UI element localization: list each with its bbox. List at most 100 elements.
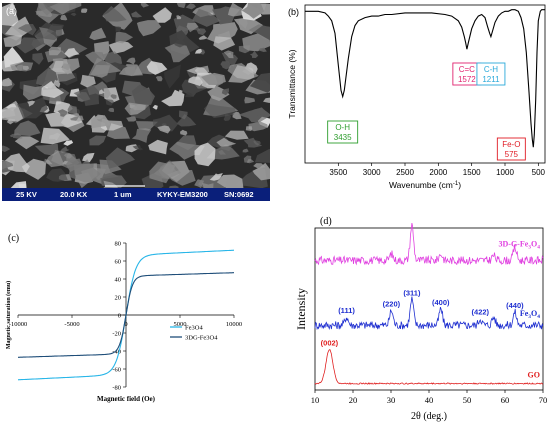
- xrd-peak-label: (220): [383, 300, 401, 309]
- ftir-annotation-value: 3435: [334, 133, 352, 142]
- sem-flake: [174, 39, 185, 48]
- sem-scale: 1 um: [114, 190, 132, 199]
- vsm-x-tick-label: 10000: [226, 321, 242, 328]
- sem-flake: [108, 41, 134, 54]
- ftir-plot-frame: [304, 4, 546, 164]
- sem-flake: [157, 125, 171, 134]
- sem-flake: [177, 89, 183, 94]
- xrd-series-line-1: [314, 296, 544, 331]
- sem-flake: [176, 114, 197, 127]
- sem-flake: [213, 36, 236, 51]
- sem-flake: [32, 52, 44, 65]
- xrd-peak-label: (311): [403, 288, 421, 297]
- sem-flake: [80, 74, 96, 88]
- xrd-peak-label: (002): [321, 339, 339, 348]
- xrd-peak-label: (400): [432, 298, 450, 307]
- sem-flake: [169, 141, 205, 160]
- sem-flake: [3, 35, 23, 47]
- ftir-annotation-value: 575: [505, 150, 519, 159]
- sem-flake: [110, 94, 117, 99]
- vsm-legend-label: Fe3O4: [185, 325, 203, 332]
- ftir-x-axis-label: Wavenumbe (cm-1): [389, 180, 461, 190]
- vsm-chart: (c)-10000 -5000 0 5000 10000-80-60-40-200204…: [5, 233, 242, 403]
- sem-flake: [131, 128, 152, 143]
- sem-flake: [131, 84, 155, 106]
- xrd-chart: (d) 10 20 30 40 50 60 70 2θ (deg.) Intensity 3D-G-…: [294, 216, 547, 422]
- sem-flake: [132, 145, 144, 151]
- xrd-x-tick-label: 30: [387, 395, 396, 405]
- sem-flake: [252, 162, 270, 181]
- sem-flake: [198, 35, 208, 40]
- sem-flake: [37, 3, 62, 16]
- vsm-y-tick-label: 0: [118, 313, 121, 320]
- vsm-y-tick-label: 20: [115, 295, 122, 302]
- ftir-x-tick-label: 1000: [496, 168, 514, 177]
- vsm-y-tick-label: 80: [115, 241, 122, 248]
- sem-flake: [60, 146, 70, 154]
- sem-flake: [5, 153, 30, 173]
- sem-flakes: [2, 3, 270, 197]
- vsm-y-tick-label: 60: [115, 259, 122, 266]
- vsm-x-tick-label: -5000: [64, 321, 79, 328]
- sem-flake: [91, 115, 112, 129]
- sem-flake: [167, 170, 196, 186]
- xrd-x-tick-label: 10: [311, 395, 320, 405]
- sem-flake: [152, 7, 172, 23]
- xrd-peak-label: (111): [338, 306, 355, 315]
- sem-flake: [135, 121, 158, 131]
- sem-flake: [216, 174, 244, 190]
- ftir-annotation-value: 1211: [482, 75, 500, 84]
- sem-flake: [14, 120, 41, 136]
- sem-flake: [245, 126, 253, 131]
- vsm-legend-label: 3DG-Fe3O4: [185, 335, 218, 342]
- sem-flake: [146, 61, 168, 75]
- xrd-series-line-2: [314, 349, 544, 385]
- sem-flake: [15, 37, 45, 54]
- ftir-x-tick-label: 3000: [363, 168, 381, 177]
- vsm-y-axis-label: Magnetic saturation (emu): [5, 281, 12, 349]
- sem-flake: [243, 137, 263, 148]
- ftir-x-tick-label: 1500: [463, 168, 481, 177]
- ftir-annotation-group: C=C: [459, 65, 475, 74]
- sem-flake: [220, 61, 231, 70]
- sem-flake: [88, 57, 122, 76]
- xrd-x-tick-label: 60: [501, 395, 510, 405]
- sem-flake: [98, 89, 105, 94]
- sem-flake: [115, 26, 122, 32]
- sem-flake: [89, 135, 107, 146]
- sem-flake: [148, 139, 168, 155]
- sem-flake: [140, 3, 149, 8]
- sem-flake: [61, 58, 80, 75]
- sem-flake: [221, 88, 229, 96]
- sem-flake: [175, 135, 197, 151]
- ftir-x-tick-label: 2000: [429, 168, 447, 177]
- sem-magnification: 20.0 KX: [60, 190, 88, 199]
- sem-flake: [126, 57, 136, 65]
- sem-flake: [188, 76, 203, 86]
- sem-flake: [227, 3, 243, 17]
- sem-flake: [228, 65, 255, 83]
- sem-flake: [201, 72, 226, 85]
- ftir-x-tick-label: 500: [532, 168, 546, 177]
- sem-flake: [194, 48, 202, 54]
- sem-flake: [263, 97, 270, 103]
- ftir-x-tick-label: 2500: [396, 168, 414, 177]
- panel-a-label: (a): [6, 6, 17, 16]
- sem-flake: [248, 24, 270, 41]
- sem-flake: [70, 116, 80, 121]
- sem-flake: [41, 81, 65, 98]
- xrd-x-tick-label: 20: [349, 395, 358, 405]
- sem-flake: [27, 100, 36, 107]
- sem-flake: [186, 22, 199, 33]
- sem-flake: [115, 31, 134, 44]
- sem-flake: [63, 153, 72, 159]
- xrd-x-tick-label: 40: [425, 395, 434, 405]
- sem-flake: [21, 158, 47, 180]
- sem-flake: [223, 50, 234, 59]
- sem-flake: [149, 161, 176, 184]
- ftir-annotation-box: [496, 137, 526, 161]
- sem-flake: [67, 104, 78, 115]
- sem-flake: [216, 137, 237, 147]
- sem-flake: [70, 12, 77, 17]
